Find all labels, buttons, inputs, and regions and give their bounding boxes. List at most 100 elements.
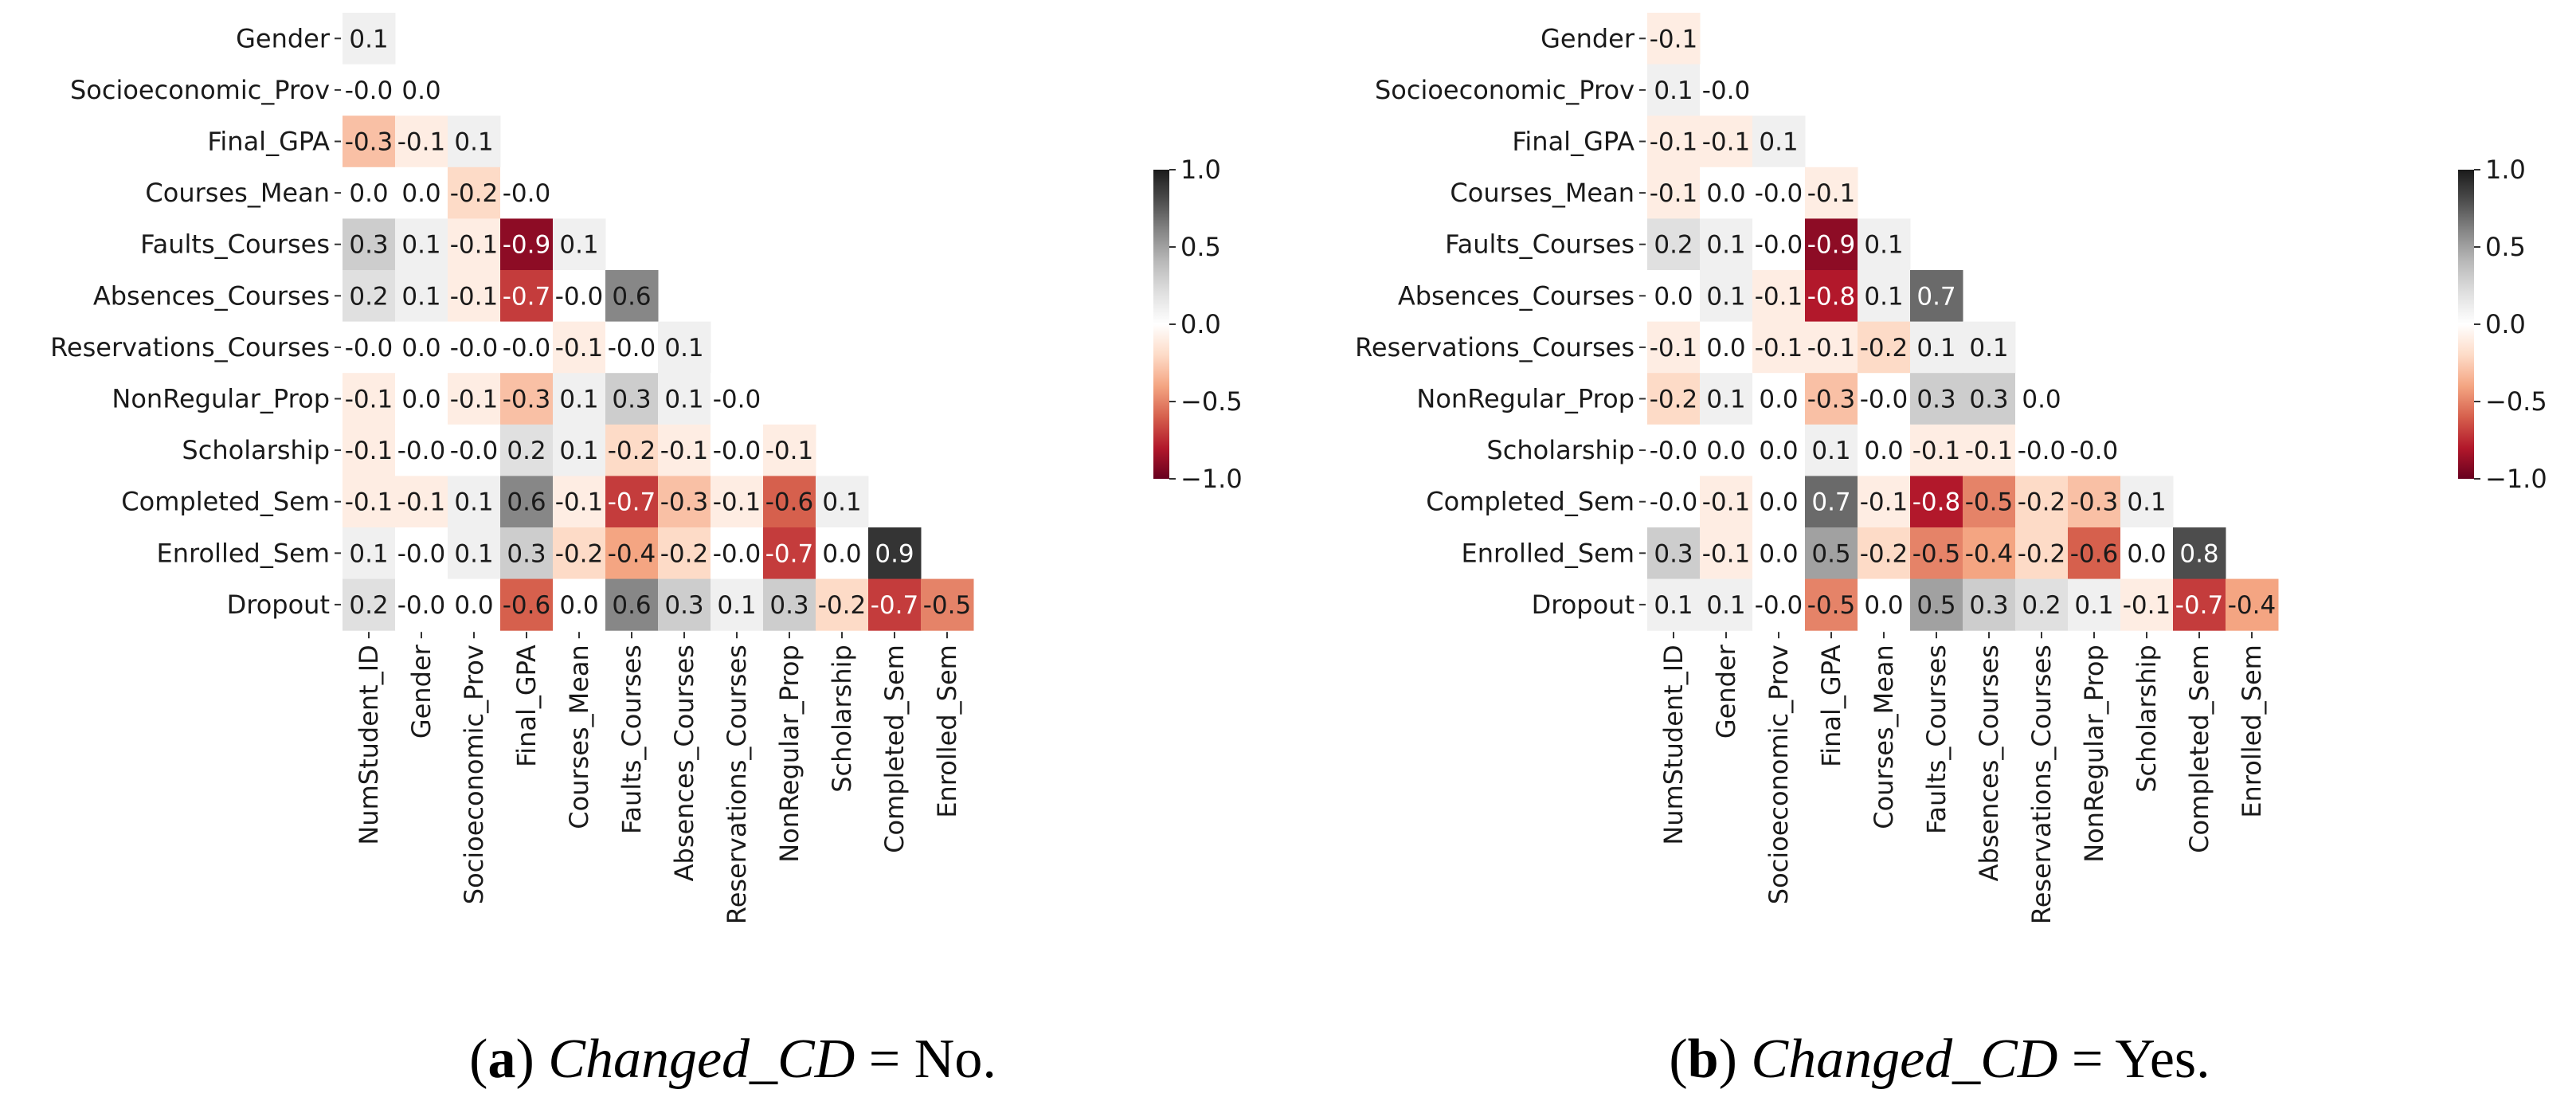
heatmap-cell-7-0 xyxy=(1647,373,1701,425)
heatmap-cell-8-5 xyxy=(605,424,659,476)
cell-label-3-0: -0.1 xyxy=(1650,179,1698,208)
col-label-5: Faults_Courses xyxy=(1921,645,1952,834)
cell-label-7-4: 0.1 xyxy=(559,386,598,414)
cell-label-11-10: -0.7 xyxy=(2175,591,2224,620)
colorbar-0 xyxy=(1153,170,1169,479)
cell-label-5-1: 0.1 xyxy=(1706,282,1745,311)
heatmap-cell-5-1 xyxy=(1700,270,1753,323)
heatmap-cell-6-3 xyxy=(500,321,554,374)
heatmap-cell-4-4 xyxy=(1858,218,1911,271)
col-label-6: Absences_Courses xyxy=(669,645,699,881)
cell-label-11-2: -0.0 xyxy=(1755,591,1803,620)
cell-label-11-0: 0.1 xyxy=(1654,591,1693,620)
heatmap-cell-6-2 xyxy=(448,321,501,374)
heatmap-cell-8-0 xyxy=(1647,424,1701,476)
col-label-1: Gender xyxy=(1711,644,1741,739)
heatmap-cell-11-10 xyxy=(2173,578,2226,631)
heatmap-cell-10-0 xyxy=(343,527,396,580)
cell-label-7-2: 0.0 xyxy=(1759,386,1798,414)
heatmap-cell-11-5 xyxy=(605,578,659,631)
cell-label-9-0: -0.0 xyxy=(1650,488,1698,517)
cell-label-6-1: 0.0 xyxy=(1706,334,1745,362)
cell-label-6-3: -0.0 xyxy=(503,334,551,362)
heatmap-cell-11-0 xyxy=(1647,578,1701,631)
heatmap-cell-9-7 xyxy=(2015,476,2069,528)
col-label-4: Courses_Mean xyxy=(564,645,594,829)
heatmap-cell-9-6 xyxy=(658,476,711,528)
heatmap-cell-2-0 xyxy=(1647,116,1701,168)
cell-label-5-3: -0.8 xyxy=(1807,282,1856,311)
cell-label-9-9: 0.1 xyxy=(2127,488,2166,517)
cell-label-7-4: -0.0 xyxy=(1860,386,1909,414)
heatmap-cell-9-1 xyxy=(1700,476,1753,528)
cell-label-9-9: 0.1 xyxy=(822,488,861,517)
row-label-3: Courses_Mean xyxy=(1450,178,1634,208)
heatmap-cell-5-0 xyxy=(1647,270,1701,323)
cell-label-8-5: -0.1 xyxy=(1912,437,1961,465)
heatmap-cell-0-0 xyxy=(343,13,396,65)
heatmap-cell-5-2 xyxy=(1752,270,1806,323)
heatmap-cell-9-3 xyxy=(500,476,554,528)
heatmap-cell-7-5 xyxy=(1910,373,1963,425)
cell-label-9-5: -0.8 xyxy=(1912,488,1961,517)
heatmap-cell-3-3 xyxy=(1805,167,1858,219)
cell-label-11-3: -0.5 xyxy=(1807,591,1856,620)
row-label-11: Dropout xyxy=(227,590,330,620)
col-label-2: Socioeconomic_Prov xyxy=(1764,645,1794,904)
heatmap-cell-8-4 xyxy=(553,424,606,476)
heatmap-cell-8-3 xyxy=(500,424,554,476)
cell-label-11-0: 0.2 xyxy=(349,591,388,620)
row-label-6: Reservations_Courses xyxy=(1355,332,1634,362)
cell-label-8-0: -0.0 xyxy=(1650,437,1698,465)
cell-label-5-5: 0.6 xyxy=(612,282,651,311)
cell-label-10-1: -0.1 xyxy=(1702,539,1751,568)
cell-label-9-4: -0.1 xyxy=(1860,488,1909,517)
cell-label-7-0: -0.1 xyxy=(345,386,393,414)
cell-label-3-2: -0.0 xyxy=(1755,179,1803,208)
heatmap-cell-9-5 xyxy=(605,476,659,528)
cell-label-7-0: -0.2 xyxy=(1650,386,1698,414)
heatmap-cell-10-7 xyxy=(711,527,764,580)
heatmap-cell-10-8 xyxy=(2068,527,2121,580)
heatmap-cell-7-7 xyxy=(711,373,764,425)
heatmap-cell-11-8 xyxy=(2068,578,2121,631)
heatmap-cell-4-2 xyxy=(448,218,501,271)
heatmap-cell-5-2 xyxy=(448,270,501,323)
heatmap-cell-7-2 xyxy=(1752,373,1806,425)
heatmap-cell-7-1 xyxy=(395,373,448,425)
cell-label-11-7: 0.2 xyxy=(2022,591,2061,620)
caption-b-label: b xyxy=(1688,1029,1719,1090)
cell-label-11-5: 0.5 xyxy=(1916,591,1955,620)
cell-label-0-0: 0.1 xyxy=(349,25,388,53)
cell-label-2-2: 0.1 xyxy=(1759,128,1798,157)
cell-label-10-8: -0.7 xyxy=(765,539,814,568)
heatmap-cell-2-1 xyxy=(1700,116,1753,168)
heatmap-cell-2-2 xyxy=(1752,116,1806,168)
heatmap-cell-10-5 xyxy=(1910,527,1963,580)
heatmap-cell-9-0 xyxy=(1647,476,1701,528)
row-label-4: Faults_Courses xyxy=(1445,229,1634,260)
cell-label-8-2: -0.0 xyxy=(450,437,499,465)
cell-label-9-8: -0.6 xyxy=(765,488,814,517)
cell-label-11-11: -0.5 xyxy=(923,591,972,620)
cell-label-10-7: -0.0 xyxy=(713,539,761,568)
heatmap-cell-9-5 xyxy=(1910,476,1963,528)
cell-label-10-0: 0.1 xyxy=(349,539,388,568)
row-label-10: Enrolled_Sem xyxy=(1462,538,1634,568)
heatmap-cell-10-1 xyxy=(395,527,448,580)
heatmap-cell-10-3 xyxy=(1805,527,1858,580)
col-label-1: Gender xyxy=(406,644,437,739)
col-label-9: Scholarship xyxy=(2132,645,2162,793)
heatmap-cell-10-3 xyxy=(500,527,554,580)
heatmap-cell-9-3 xyxy=(1805,476,1858,528)
heatmap-cell-9-8 xyxy=(763,476,816,528)
cell-label-2-1: -0.1 xyxy=(397,128,446,157)
heatmap-cell-11-1 xyxy=(1700,578,1753,631)
heatmap-cell-1-1 xyxy=(1700,64,1753,116)
heatmap-cell-9-2 xyxy=(1752,476,1806,528)
heatmap-cell-10-0 xyxy=(1647,527,1701,580)
heatmap-cell-10-2 xyxy=(448,527,501,580)
cell-label-6-6: 0.1 xyxy=(1969,334,2008,362)
heatmap-cell-10-2 xyxy=(1752,527,1806,580)
cell-label-9-7: -0.1 xyxy=(713,488,761,517)
